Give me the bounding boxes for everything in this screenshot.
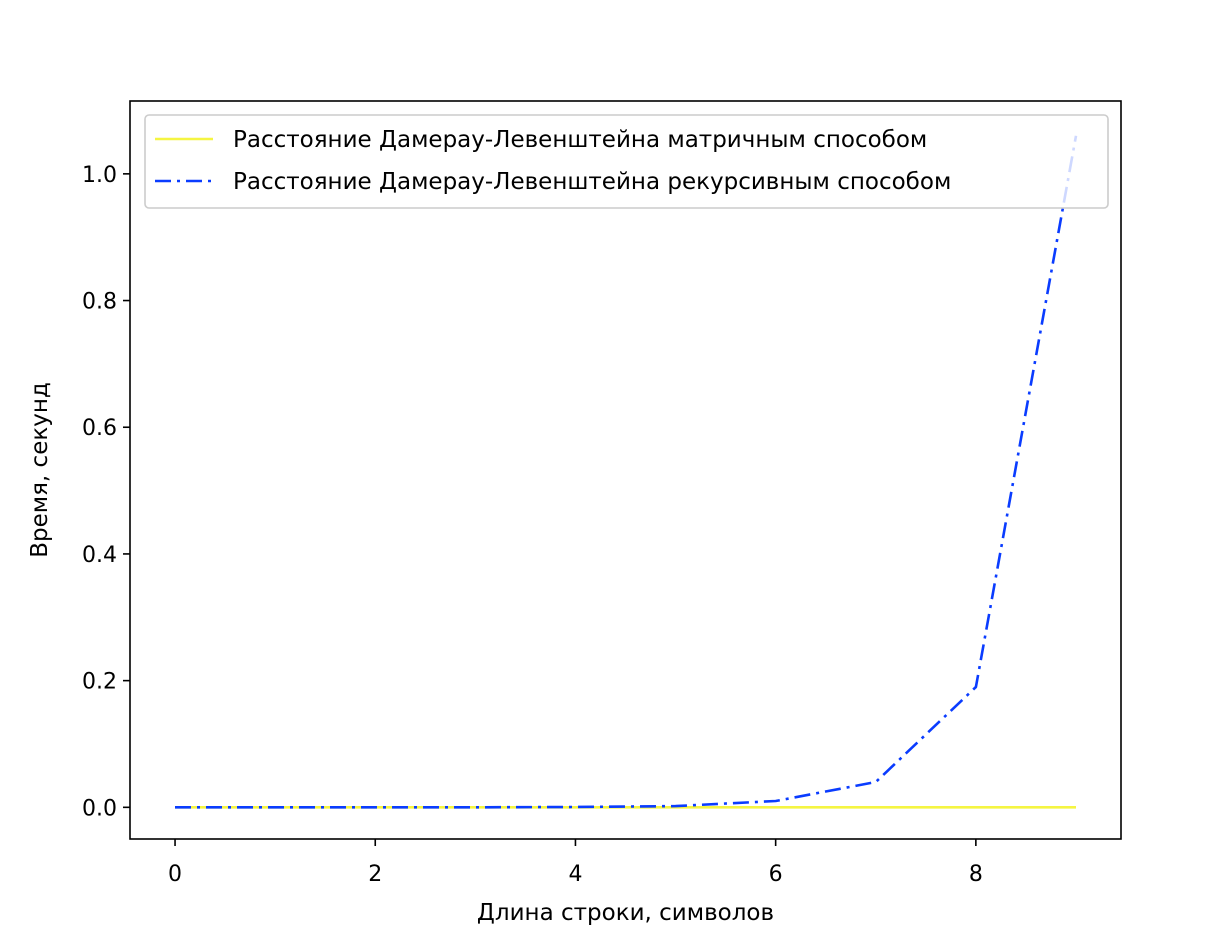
y-axis-title: Время, секунд [27,382,53,558]
y-tick-label: 0.6 [82,416,117,441]
x-tick-label: 2 [368,862,382,887]
legend-label-matrix: Расстояние Дамерау-Левенштейна матричным… [233,127,927,153]
series-layer [175,135,1078,809]
x-axis-title: Длина строки, символов [477,900,774,926]
y-tick-label: 1.0 [82,163,117,188]
legend: Расстояние Дамерау-Левенштейна матричным… [144,114,1109,209]
plot-frame [129,100,1122,840]
x-tick-label: 8 [969,862,983,887]
y-axis: 0.0 0.2 0.4 0.6 0.8 1.0 [82,163,130,821]
y-tick-label: 0.0 [82,796,117,821]
x-tick-label: 6 [769,862,783,887]
x-axis: 0 2 4 6 8 [168,839,983,887]
x-tick-label: 0 [168,862,182,887]
legend-label-recursive: Расстояние Дамерау-Левенштейна рекурсивн… [233,169,951,195]
y-tick-label: 0.4 [82,543,117,568]
y-tick-label: 0.2 [82,670,117,695]
x-tick-label: 4 [568,862,582,887]
legend-box [144,114,1109,209]
plot-area-background [130,101,1121,839]
y-tick-label: 0.8 [82,290,117,315]
